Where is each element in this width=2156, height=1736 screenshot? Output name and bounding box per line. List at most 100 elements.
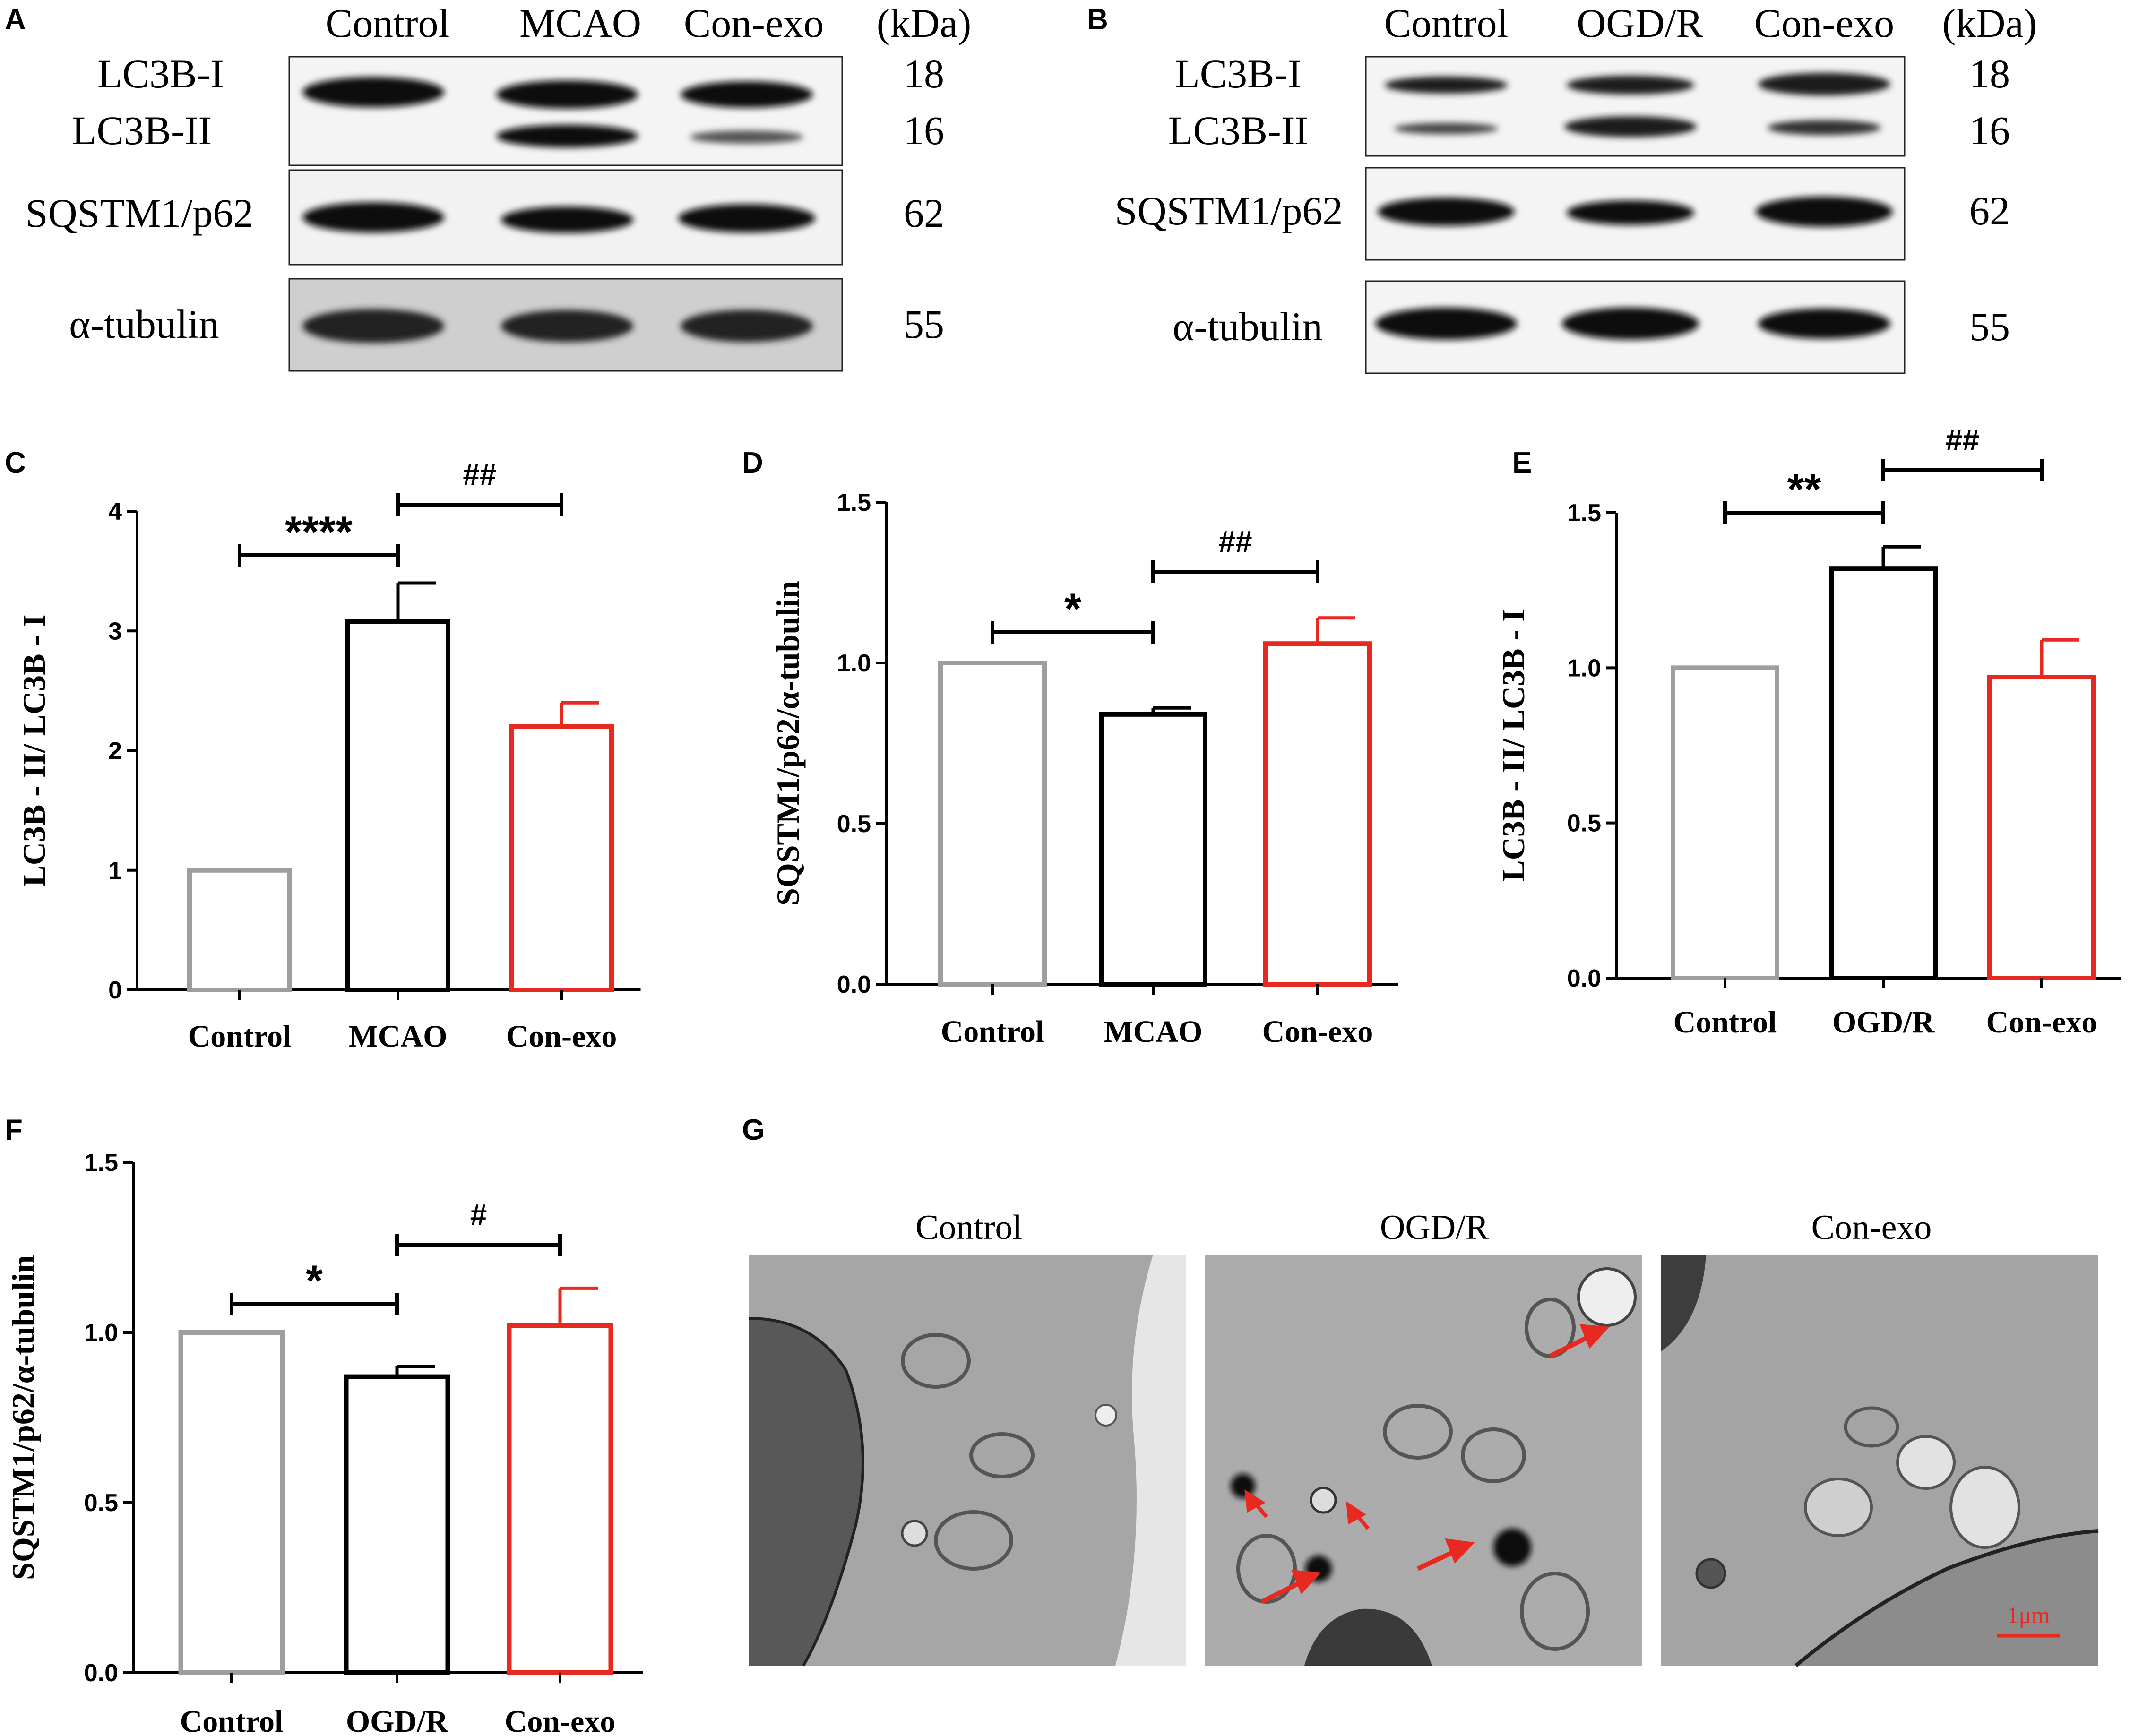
panel-d-bar <box>938 661 1047 987</box>
panel-c-bar <box>187 868 292 992</box>
panel-a-kda-lc3b-ii: 16 <box>904 108 944 153</box>
red-arrow-icon <box>1549 1324 1610 1358</box>
red-arrow-icon <box>1346 1501 1370 1530</box>
panel-b-kda-lc3b-i: 18 <box>1969 51 2010 96</box>
panel-b-row-label-lc3b-ii: LC3B-II <box>1168 108 1308 153</box>
panel-d-bar <box>1263 641 1372 987</box>
panel-a-row-label-lc3b-i: LC3B-I <box>97 51 224 96</box>
panel-d-chart: D 0.0 0.5 1.0 1.5 SQSTM1/p62/α-tubulin Control… <box>742 447 1398 1049</box>
panel-b-kda-tubulin: 55 <box>1969 304 2010 349</box>
panel-f-sig-label: * <box>306 1257 323 1305</box>
panel-g-letter: G <box>742 1114 765 1146</box>
scale-bar-label: 1μm <box>2007 1602 2050 1628</box>
panel-a-kda-p62: 62 <box>904 190 944 236</box>
panel-d-sig-label: ## <box>1218 524 1252 559</box>
panel-d-category-label: Con-exo <box>1262 1014 1373 1049</box>
panel-a-letter: A <box>5 3 26 36</box>
panel-a-row-label-lc3b-ii: LC3B-II <box>72 108 212 153</box>
panel-c-y-tick-label: 0 <box>108 977 122 1004</box>
panel-b: B Control OGD/R Con-exo (kDa) LC3B-I LC3… <box>1087 0 2037 374</box>
panel-f-bar <box>507 1323 613 1676</box>
panel-b-letter: B <box>1087 3 1108 36</box>
panel-a: A Control MCAO Con-exo (kDa) LC3B-I LC3B… <box>5 0 972 372</box>
panel-f-category-label: Control <box>180 1704 284 1736</box>
panel-c-sig-label: **** <box>285 508 353 556</box>
panel-d-sig-label: * <box>1064 585 1081 633</box>
panel-b-blot-p62 <box>1365 167 1906 261</box>
panel-c-letter: C <box>5 447 26 479</box>
panel-d-y-tick-label: 0.0 <box>837 971 871 998</box>
panel-b-row-label-tubulin: α-tubulin <box>1173 304 1322 349</box>
panel-b-lane-1: Control <box>1384 0 1509 46</box>
panel-f-y-title: SQSTM1/p62/α-tubulin <box>5 1255 41 1580</box>
panel-c-y-tick-label: 1 <box>108 857 122 885</box>
panel-e-category-label: Con-exo <box>1986 1005 2097 1040</box>
panel-b-row-label-lc3b-i: LC3B-I <box>1175 51 1302 96</box>
panel-d-y-tick-label: 1.0 <box>837 650 871 677</box>
panel-b-blot-lc3b <box>1365 56 1906 157</box>
panel-a-lane-3: Con-exo <box>684 0 824 46</box>
panel-b-lane-3: Con-exo <box>1754 0 1894 46</box>
panel-f-category-label: OGD/R <box>346 1704 449 1736</box>
panel-a-lane-2: MCAO <box>519 0 641 46</box>
panel-a-row-label-p62: SQSTM1/p62 <box>26 190 254 236</box>
panel-f-y-tick-label: 1.5 <box>84 1149 118 1177</box>
red-arrow-icon <box>1244 1489 1268 1518</box>
panel-d-bar <box>1099 712 1207 987</box>
panel-a-kda-header: (kDa) <box>877 0 972 46</box>
em-title-control: Control <box>915 1208 1022 1247</box>
panel-c-y-tick-label: 4 <box>108 498 122 525</box>
panel-b-kda-header: (kDa) <box>1942 0 2037 46</box>
panel-c-bar <box>509 724 614 992</box>
panel-g: G Control OGD/R Con-exo <box>742 1114 2099 1667</box>
red-arrow-icon <box>1416 1538 1475 1571</box>
panel-a-kda-lc3b-i: 18 <box>904 51 944 96</box>
panel-e-y-tick-label: 1.5 <box>1567 499 1601 527</box>
panel-a-blot-p62 <box>288 169 843 266</box>
panel-e-y-title: LC3B - II/ LC3B - I <box>1495 609 1531 881</box>
panel-b-row-label-p62: SQSTM1/p62 <box>1115 188 1343 233</box>
panel-a-blot-tubulin <box>288 278 843 372</box>
red-arrow-icon <box>1260 1570 1321 1604</box>
panel-d-letter: D <box>742 447 763 479</box>
em-image-control <box>749 1255 1186 1667</box>
panel-b-kda-lc3b-ii: 16 <box>1969 108 2010 153</box>
em-image-ogdr <box>1205 1255 1642 1666</box>
panel-e-category-label: OGD/R <box>1832 1005 1935 1040</box>
panel-d-y-tick-label: 0.5 <box>837 810 871 838</box>
panel-a-blot-lc3b <box>288 56 843 166</box>
panel-e-y-tick-label: 0.0 <box>1567 965 1601 992</box>
panel-e-y-tick-label: 1.0 <box>1567 654 1601 682</box>
panel-e-y-tick-label: 0.5 <box>1567 810 1601 837</box>
panel-e-letter: E <box>1512 447 1532 479</box>
panel-f-sig-label: # <box>470 1198 487 1232</box>
scale-bar: 1μm <box>1997 1602 2060 1638</box>
panel-e-bar <box>1829 566 1938 980</box>
panel-d-category-label: Control <box>941 1014 1044 1049</box>
panel-d-y-title: SQSTM1/p62/α-tubulin <box>770 581 806 906</box>
panel-c-bar <box>345 619 450 992</box>
panel-e-bar <box>1671 665 1779 981</box>
panel-f-letter: F <box>5 1114 23 1146</box>
panel-c-sig-label: ## <box>463 457 496 491</box>
em-title-ogdr: OGD/R <box>1380 1208 1489 1247</box>
panel-f-bar <box>178 1330 285 1675</box>
panel-c-category-label: Con-exo <box>506 1019 617 1054</box>
panel-a-kda-tubulin: 55 <box>904 301 944 347</box>
panel-f-y-tick-label: 1.0 <box>84 1319 118 1347</box>
panel-c-y-title: LC3B - II/ LC3B - I <box>16 614 52 886</box>
panel-e-category-label: Control <box>1673 1005 1777 1040</box>
panel-c-category-label: MCAO <box>349 1019 448 1054</box>
panel-a-row-label-tubulin: α-tubulin <box>69 301 219 347</box>
panel-b-lane-2: OGD/R <box>1577 0 1703 46</box>
em-image-conexo <box>1661 1255 2099 1667</box>
panel-b-kda-p62: 62 <box>1969 188 2010 233</box>
panel-f-bar <box>344 1374 450 1676</box>
panel-e-sig-label: ** <box>1787 465 1821 514</box>
panel-d-y-tick-label: 1.5 <box>837 489 871 516</box>
panel-e-chart: E 0.0 0.5 1.0 1.5 LC3B - II/ LC3B - I Control O… <box>1495 423 2121 1040</box>
panel-a-lane-1: Control <box>326 0 450 46</box>
panel-c-category-label: Control <box>188 1019 292 1054</box>
panel-b-blot-tubulin <box>1365 280 1906 374</box>
